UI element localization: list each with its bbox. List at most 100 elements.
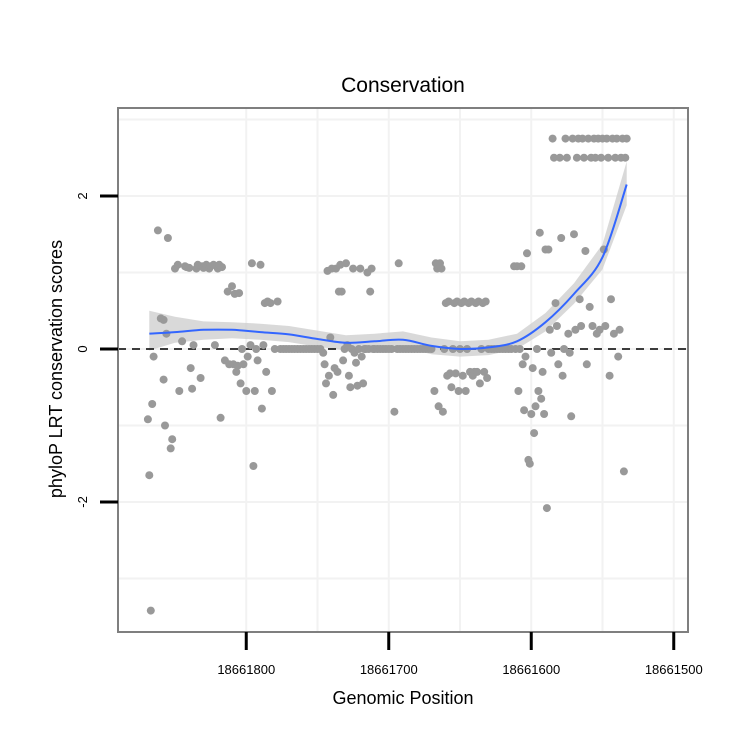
y-tick-label: 2 (75, 192, 90, 199)
data-point (247, 259, 256, 268)
data-point (256, 260, 265, 269)
data-point (185, 263, 194, 272)
data-point (319, 348, 328, 357)
data-point (359, 379, 368, 388)
data-point (602, 134, 611, 143)
data-point (591, 153, 600, 162)
data-point (551, 299, 560, 308)
data-point (394, 259, 403, 268)
data-point (235, 289, 244, 298)
data-point (530, 429, 539, 438)
data-point (534, 387, 543, 395)
data-point (143, 415, 152, 424)
data-point (595, 325, 604, 334)
data-point (607, 295, 615, 304)
data-point (562, 153, 571, 162)
data-point (461, 387, 470, 395)
y-axis-label: phyloP LRT conservation scores (46, 240, 66, 498)
data-point (581, 247, 590, 255)
data-point (557, 234, 566, 242)
data-point (239, 360, 248, 369)
data-point (475, 379, 484, 388)
data-point (149, 352, 158, 361)
data-point (218, 263, 226, 272)
data-point (481, 297, 490, 306)
data-point (159, 315, 168, 324)
data-point (544, 245, 553, 254)
data-point (354, 345, 363, 353)
data-point (232, 367, 241, 376)
data-point (438, 407, 447, 416)
data-point (578, 134, 587, 143)
data-point (326, 333, 335, 342)
data-point (242, 387, 251, 395)
data-point (528, 364, 537, 373)
data-point (324, 371, 333, 380)
data-point (163, 234, 172, 242)
data-point (580, 153, 588, 162)
data-point (615, 325, 624, 334)
data-point (267, 387, 276, 395)
data-point (584, 134, 593, 143)
data-point (542, 504, 551, 513)
data-point (186, 364, 195, 373)
data-point (430, 387, 439, 395)
data-point (518, 360, 527, 369)
data-point (367, 264, 376, 273)
data-point (342, 259, 350, 268)
x-axis-ticks: 18661800 18661700 18661600 18661500 (217, 632, 703, 677)
data-point (238, 345, 246, 353)
data-point (525, 459, 534, 468)
data-point (547, 348, 556, 357)
data-point (480, 367, 489, 376)
data-point (597, 153, 606, 162)
data-point (447, 383, 456, 392)
y-tick-label: -2 (75, 496, 90, 508)
x-tick-label: 18661700 (360, 662, 418, 677)
data-point (250, 387, 259, 395)
data-point (561, 134, 570, 143)
data-point (552, 322, 561, 330)
data-point (571, 325, 580, 334)
data-point (514, 387, 523, 395)
data-point (458, 371, 467, 380)
data-point (614, 352, 623, 361)
data-point (159, 375, 168, 384)
x-axis-label: Genomic Position (332, 688, 473, 708)
data-point (567, 412, 576, 421)
data-point (168, 435, 177, 444)
data-point (173, 260, 182, 269)
data-point (175, 387, 184, 395)
data-point (527, 410, 536, 418)
data-point (196, 374, 205, 382)
data-point (349, 264, 358, 273)
data-point (605, 371, 614, 380)
data-point (520, 406, 529, 415)
data-point (390, 407, 399, 416)
data-point (601, 322, 610, 330)
data-point (585, 302, 594, 311)
data-point (622, 134, 631, 143)
data-point (555, 153, 564, 162)
x-tick-label: 18661800 (217, 662, 275, 677)
data-point (387, 345, 396, 353)
data-point (437, 264, 446, 273)
data-point (446, 369, 454, 378)
data-point (339, 356, 348, 365)
data-point (273, 297, 282, 306)
data-point (344, 371, 353, 380)
data-point (257, 404, 266, 413)
data-point (483, 374, 492, 382)
data-point (558, 371, 567, 380)
y-axis-ticks: -2 0 2 (75, 192, 118, 508)
data-point (352, 358, 360, 367)
data-point (545, 325, 554, 334)
data-point (322, 379, 330, 388)
data-point (575, 295, 584, 304)
data-point (538, 367, 547, 376)
data-point (621, 153, 630, 162)
data-point (560, 345, 568, 353)
data-point (356, 264, 365, 273)
data-point (223, 287, 232, 296)
